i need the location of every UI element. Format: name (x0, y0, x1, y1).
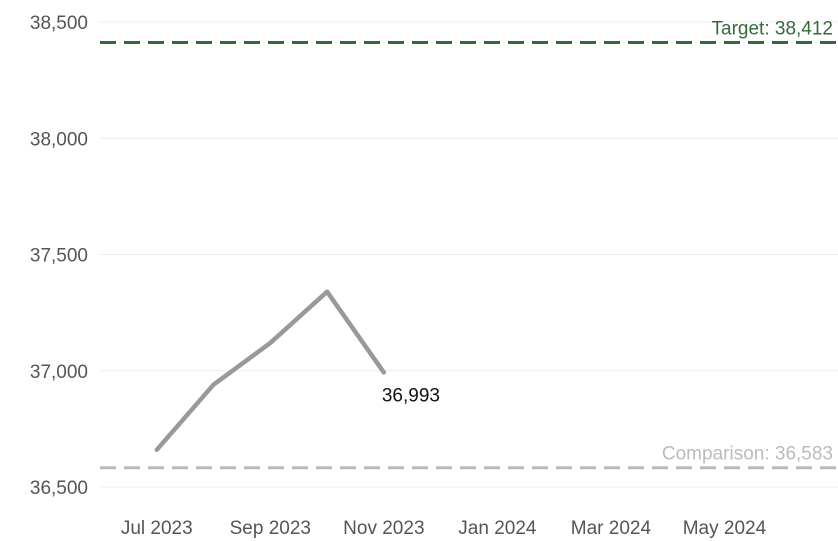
target-label: Target: 38,412 (712, 18, 833, 39)
x-tick-label: Jan 2024 (458, 518, 537, 539)
comparison-label: Comparison: 36,583 (662, 444, 833, 465)
reference-lines: Target: 38,412 Comparison: 36,583 (100, 18, 838, 470)
x-tick-label: Nov 2023 (343, 518, 424, 539)
y-axis: 38,500 38,000 37,500 37,000 36,500 (30, 13, 88, 499)
last-value-label: 36,993 (382, 385, 440, 406)
y-tick-label: 38,000 (30, 129, 88, 150)
y-tick-label: 37,000 (30, 362, 88, 383)
data-point (326, 291, 328, 293)
data-point (383, 371, 385, 373)
x-tick-label: May 2024 (683, 518, 767, 539)
data-point (213, 384, 215, 386)
y-tick-label: 38,500 (30, 13, 88, 34)
data-point (269, 342, 271, 344)
x-axis: Jul 2023 Sep 2023 Nov 2023 Jan 2024 Mar 2024… (121, 518, 767, 539)
x-tick-label: Sep 2023 (230, 518, 311, 539)
data-point (156, 449, 158, 451)
grid-lines (100, 21, 838, 488)
y-tick-label: 36,500 (30, 478, 88, 499)
data-series (154, 289, 387, 453)
data-labels: 36,993 (382, 385, 440, 406)
y-tick-label: 37,500 (30, 246, 88, 267)
x-tick-label: Jul 2023 (121, 518, 193, 539)
x-tick-label: Mar 2024 (571, 518, 652, 539)
